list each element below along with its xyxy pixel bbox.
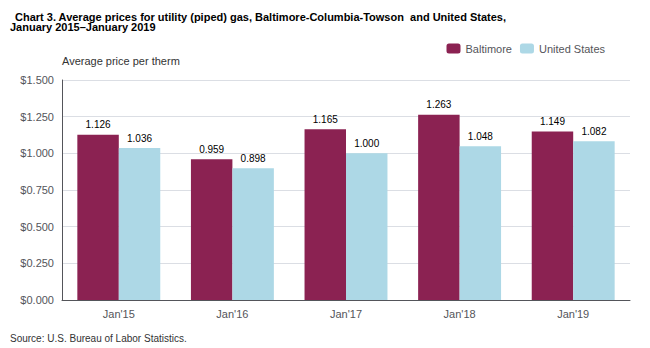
svg-text:0.959: 0.959	[199, 144, 224, 155]
svg-text:1.000: 1.000	[354, 138, 379, 149]
svg-text:Jan'15: Jan'15	[103, 308, 135, 320]
svg-text:$1.000: $1.000	[20, 147, 54, 159]
svg-text:Baltimore: Baltimore	[466, 43, 512, 55]
svg-text:$0.000: $0.000	[20, 294, 54, 306]
svg-text:$0.500: $0.500	[20, 221, 54, 233]
svg-text:Average price per therm: Average price per therm	[62, 55, 180, 67]
svg-text:1.126: 1.126	[86, 119, 111, 130]
svg-text:Jan'19: Jan'19	[557, 308, 589, 320]
svg-text:$0.250: $0.250	[20, 257, 54, 269]
svg-text:0.898: 0.898	[241, 153, 266, 164]
svg-text:1.263: 1.263	[426, 99, 451, 110]
svg-text:Source: U.S. Bureau of Labor S: Source: U.S. Bureau of Labor Statistics.	[10, 333, 187, 344]
svg-text:$1.250: $1.250	[20, 111, 54, 123]
svg-text:January 2015–January 2019: January 2015–January 2019	[10, 20, 156, 33]
svg-text:1.149: 1.149	[540, 116, 565, 127]
svg-text:$0.750: $0.750	[20, 184, 54, 196]
svg-text:Jan'17: Jan'17	[330, 308, 362, 320]
svg-text:1.036: 1.036	[127, 133, 152, 144]
svg-text:Chart 3. Average prices for ut: Chart 3. Average prices for utility (pip…	[15, 11, 506, 23]
svg-text:1.082: 1.082	[581, 126, 606, 137]
svg-text:Jan'16: Jan'16	[216, 308, 248, 320]
svg-text:Jan'18: Jan'18	[444, 308, 476, 320]
svg-text:1.165: 1.165	[313, 114, 338, 125]
svg-text:1.048: 1.048	[468, 131, 493, 142]
svg-text:United States: United States	[539, 43, 606, 55]
svg-text:$1.500: $1.500	[20, 74, 54, 86]
